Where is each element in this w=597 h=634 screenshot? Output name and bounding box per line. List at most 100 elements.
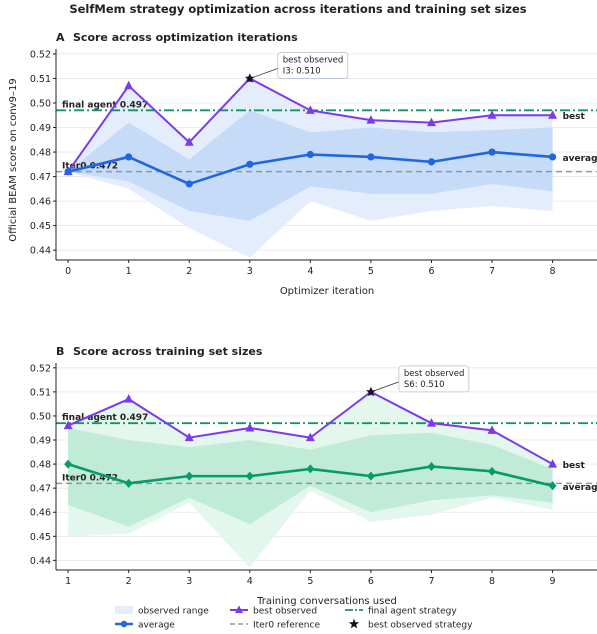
panel-b-x-tick-label: 6: [368, 576, 374, 587]
panel-b-y-tick-label: 0.46: [30, 508, 51, 519]
panel-b-y-tick-label: 0.49: [30, 436, 51, 447]
panel-b-average-end-label: average: [563, 483, 597, 493]
panel-b-best-point: [305, 432, 315, 442]
panel-b-average-point: [306, 464, 315, 474]
panel-a-average-point: [246, 160, 254, 168]
panel-b-best-point: [184, 432, 194, 442]
panel-a-y-tick-label: 0.51: [30, 74, 51, 85]
panel-a-best-strategy-star: [244, 73, 255, 83]
panel-b-x-tick-label: 2: [126, 576, 132, 587]
panel-a-band-inner-range: [68, 110, 553, 221]
panel-a-x-tick-label: 3: [247, 266, 253, 277]
panel-b-average-point: [488, 466, 497, 476]
panel-a-letter: A: [56, 31, 65, 44]
panel-a-y-tick-label: 0.48: [30, 148, 51, 159]
panel-b-annotation-line2: S6: 0.510: [404, 380, 445, 390]
legend: observed range best observed final agent s…: [115, 605, 473, 631]
panel-a-y-tick-label: 0.49: [30, 123, 51, 134]
panel-b-best-point: [548, 459, 558, 468]
panel-a: A Score across optimization iterations O…: [30, 31, 597, 297]
panel-b-x-tick-label: 7: [428, 576, 434, 587]
panel-b-annotation-arrow: [373, 381, 400, 392]
panel-a-average-point: [64, 168, 72, 176]
panel-b-x-tick-label: 8: [489, 576, 495, 587]
panel-b-y-tick-label: 0.45: [30, 532, 51, 543]
legend-best-marker: [235, 605, 243, 613]
panel-a-annotation-line2: I3: 0.510: [283, 66, 321, 76]
panel-a-y-tick-label: 0.46: [30, 197, 51, 208]
panel-b-y-tick-label: 0.48: [30, 460, 51, 471]
panel-a-best-point: [487, 110, 497, 119]
panel-a-average-point: [548, 153, 557, 161]
panel-a-x-tick-label: 2: [186, 266, 192, 277]
panel-b-band-inner-range: [68, 427, 553, 527]
legend-iter0-label: Iter0 reference: [253, 621, 320, 631]
panel-b-x-label: Training conversations used: [256, 596, 397, 607]
panel-b-y-tick-label: 0.47: [30, 484, 51, 495]
panel-b-y-tick-label: 0.51: [30, 387, 51, 398]
panel-a-x-label: Optimizer iteration: [280, 286, 374, 297]
panel-a-x-tick-label: 7: [489, 266, 495, 277]
panel-b-average-point: [64, 459, 73, 469]
panel-a-average-point: [125, 153, 133, 161]
panel-b-x-tick-label: 9: [550, 576, 556, 587]
panel-a-title: Score across optimization iterations: [73, 31, 298, 44]
y-axis-label: Official BEAM score on conv9–19: [8, 78, 19, 241]
panel-a-average-point: [185, 180, 193, 188]
panel-a-best-point: [184, 137, 194, 146]
panel-a-average-point: [488, 148, 496, 156]
panel-a-annotation-box: [277, 52, 349, 79]
panel-a-best-end-label: best: [563, 112, 586, 122]
panel-a-annotation-line1: best observed: [283, 55, 344, 65]
panel-a-y-tick-label: 0.44: [30, 246, 51, 257]
panel-b-annotation-box: [398, 365, 470, 393]
panel-a-x-tick-label: 4: [307, 266, 313, 277]
panel-b-average-point: [366, 471, 375, 481]
legend-band-swatch: [115, 606, 133, 614]
panel-a-final-agent-label: final agent 0.497: [62, 100, 148, 110]
panel-a-x-tick-label: 0: [65, 266, 71, 277]
panel-b-best-point: [426, 418, 436, 427]
panel-b-y-tick-label: 0.44: [30, 556, 51, 567]
panel-b-x-tick-label: 3: [186, 576, 192, 587]
panel-b-x-tick-label: 4: [247, 576, 253, 587]
panel-a-x-tick-label: 8: [550, 266, 556, 277]
panel-a-average-point: [427, 158, 436, 166]
panel-b-average-point: [124, 478, 133, 488]
legend-best-label: best observed: [253, 607, 317, 617]
panel-a-best-point: [305, 105, 315, 114]
panel-a-y-tick-label: 0.45: [30, 221, 51, 232]
legend-star-marker: [348, 618, 360, 629]
legend-average-label: average: [138, 621, 175, 631]
panel-a-y-tick-label: 0.47: [30, 172, 51, 183]
panel-b-final-agent-label: final agent 0.497: [62, 413, 148, 423]
panel-a-x-tick-label: 1: [126, 266, 132, 277]
legend-star-label: best observed strategy: [368, 621, 473, 631]
panel-b-best-point: [245, 422, 255, 432]
panel-a-best-point: [366, 115, 376, 124]
panel-b-y-tick-label: 0.52: [30, 363, 51, 374]
panel-b-best-strategy-star: [366, 386, 376, 397]
panel-b-best-point: [124, 394, 134, 403]
legend-average-marker: [120, 620, 128, 628]
panel-a-average-end-label: average: [563, 154, 597, 164]
panel-a-best-point: [548, 110, 558, 119]
panel-a-best-point: [426, 117, 436, 127]
panel-b-title: Score across training set sizes: [73, 345, 263, 358]
panel-b-y-tick-label: 0.50: [30, 411, 51, 422]
panel-b-iter0-label: Iter0 0.472: [62, 473, 118, 483]
panel-a-y-tick-label: 0.52: [30, 49, 51, 60]
panel-a-x-tick-label: 6: [428, 266, 434, 277]
panel-b-annotation-line1: best observed: [404, 369, 465, 379]
panel-a-x-tick-label: 5: [368, 266, 374, 277]
panel-a-average-point: [306, 150, 314, 159]
panel-b-average-point: [245, 471, 254, 481]
panel-b-letter: B: [56, 345, 64, 358]
legend-band-label: observed range: [138, 607, 209, 617]
panel-b-average-point: [185, 471, 194, 481]
figure-title: SelfMem strategy optimization across ite…: [69, 2, 526, 16]
panel-a-y-tick-label: 0.50: [30, 98, 51, 109]
legend-final-label: final agent strategy: [368, 607, 457, 617]
panel-b-best-point: [63, 420, 73, 430]
